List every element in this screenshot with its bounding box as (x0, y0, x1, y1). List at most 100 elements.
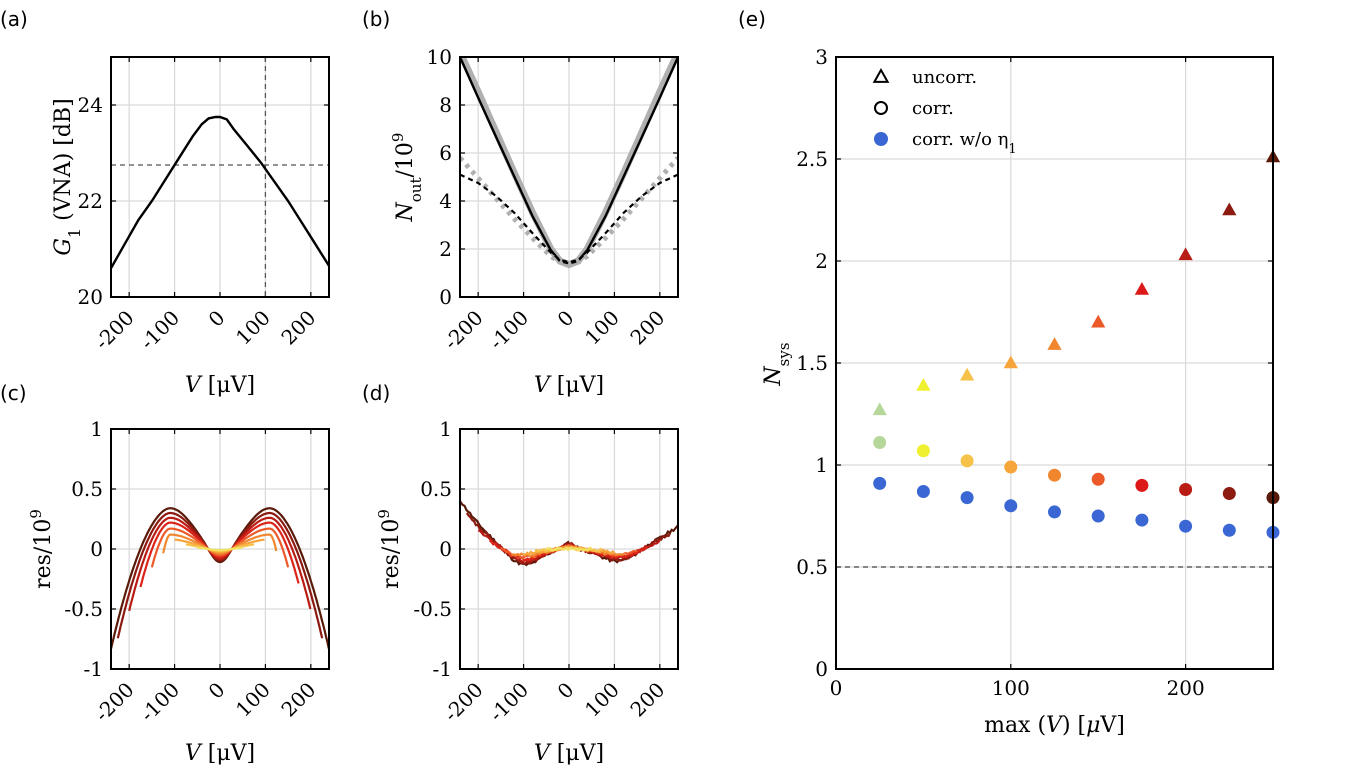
point-corr-wo-eta-5 (1091, 509, 1105, 523)
tick-label-x-d-1: -100 (484, 678, 533, 727)
legend-label-2: corr. w/o η1 (912, 129, 1017, 157)
panel-label-e: (e) (738, 7, 766, 31)
tick-label-x-e-2: 200 (1167, 676, 1205, 700)
axes-box-a (110, 56, 330, 298)
series-line-c-5 (162, 533, 278, 555)
tick-label-x-a-4: 200 (276, 306, 320, 350)
ylabel-sup-c: 9 (27, 509, 45, 519)
tick-label-y-c-4: 1 (90, 417, 103, 441)
point-corr-1 (916, 444, 930, 458)
ylabel-rest-a: (VNA) [dB] (51, 98, 76, 228)
tick-label-y-d-0: -1 (433, 657, 452, 681)
tick-label-y-e-4: 2 (815, 249, 828, 273)
tick-label-x-d-2: 0 (553, 678, 579, 704)
tick-label-x-d-0: -200 (439, 678, 488, 727)
point-uncorr-4 (1047, 337, 1062, 350)
tick-label-x-e-0: 0 (830, 676, 843, 700)
tick-label-y-c-1: -0.5 (64, 597, 103, 621)
tick-label-y-d-2: 0 (439, 537, 452, 561)
ylabel-b: Nout/109 (389, 133, 425, 223)
point-corr-3 (1004, 460, 1018, 474)
xlabel-e-part2: V] (1099, 713, 1124, 738)
series-line-c-4 (150, 527, 290, 568)
panel-d: (d)-200-100 0 100 200-1-0.500.51V [μV]res/1… (362, 381, 679, 766)
tick-label-y-e-0: 0 (815, 657, 828, 681)
tick-label-x-b-0: -200 (439, 306, 488, 355)
point-corr-4 (1048, 468, 1061, 482)
point-corr-wo-eta-4 (1048, 505, 1061, 519)
series-line-a-0 (111, 115, 329, 269)
xlabel-unit-d: [μV] (550, 741, 604, 766)
point-corr-2 (960, 454, 974, 468)
xlabel-e-mu: μ (1086, 713, 1100, 738)
ylabel-sup-b: 9 (389, 133, 407, 143)
xlabel-b: V [μV] (534, 373, 604, 398)
series-line-d-5 (512, 544, 626, 558)
tick-label-y-d-1: -0.5 (413, 597, 452, 621)
xlabel-var-b: V (534, 373, 552, 398)
tick-label-x-c-0: -200 (90, 678, 139, 727)
tick-label-y-e-3: 1.5 (796, 351, 828, 375)
ylabel-sub-a: 1 (65, 228, 84, 238)
point-uncorr-6 (1134, 282, 1150, 295)
point-corr-0 (873, 436, 887, 450)
xlabel-d: V [μV] (534, 741, 604, 766)
point-corr-wo-eta-7 (1179, 519, 1193, 533)
point-corr-5 (1091, 472, 1105, 486)
tick-label-y-b-5: 10 (427, 45, 452, 69)
tick-label-y-d-4: 1 (439, 417, 452, 441)
ylabel-e: Nsys (761, 342, 793, 386)
tick-label-y-a-2: 24 (78, 93, 103, 117)
legend-label-sub-2: 1 (1008, 142, 1016, 157)
series-line-c-0 (111, 507, 329, 654)
point-uncorr-7 (1178, 247, 1193, 261)
point-corr-wo-eta-3 (1004, 499, 1018, 513)
point-corr-8 (1222, 487, 1236, 501)
tick-label-x-a-3: 100 (231, 306, 275, 350)
tick-label-y-b-3: 6 (439, 141, 452, 165)
xlabel-var-a: V (185, 373, 203, 398)
series-line-c-3 (139, 521, 300, 588)
xlabel-unit-a: [μV] (201, 373, 255, 398)
point-uncorr-5 (1091, 314, 1106, 328)
legend-marker-2 (874, 132, 888, 146)
point-uncorr-0 (872, 402, 887, 416)
point-uncorr-2 (959, 367, 975, 381)
legend-label-text-1: corr. (912, 98, 954, 119)
point-corr-7 (1179, 482, 1193, 496)
ylabel-a: G1 (VNA) [dB] (51, 98, 84, 255)
tick-label-y-e-6: 3 (815, 45, 828, 69)
ylabel-d: res/109 (375, 509, 404, 589)
legend-marker-0 (872, 67, 890, 83)
point-corr-wo-eta-0 (873, 476, 887, 490)
tick-label-x-b-2: 0 (553, 306, 579, 332)
tick-label-y-a-1: 22 (78, 189, 103, 213)
legend-label-0: uncorr. (912, 67, 977, 88)
legend-marker-1 (874, 101, 888, 115)
tick-label-x-a-0: -200 (90, 306, 139, 355)
tick-label-x-e-1: 100 (992, 676, 1030, 700)
ylabel-sup-d: 9 (375, 509, 393, 519)
tick-label-x-b-3: 100 (580, 306, 624, 350)
ylabel-var-a: G (51, 238, 76, 256)
axes-box-d (459, 428, 679, 670)
point-corr-wo-eta-2 (960, 491, 974, 505)
point-corr-wo-eta-1 (916, 485, 930, 499)
xlabel-e-part0: max ( (984, 713, 1046, 738)
tick-label-x-c-3: 100 (231, 678, 275, 722)
point-corr-wo-eta-8 (1222, 523, 1236, 537)
legend-label-text-0: uncorr. (912, 67, 977, 88)
xlabel-unit-c: [μV] (201, 741, 255, 766)
tick-label-x-b-1: -100 (484, 306, 533, 355)
series-line-c-6 (174, 538, 265, 554)
tick-label-y-c-0: -1 (84, 657, 103, 681)
panel-label-d: (d) (362, 381, 390, 405)
tick-label-y-c-3: 0.5 (71, 477, 103, 501)
tick-label-x-c-1: -100 (135, 678, 184, 727)
axes-box-b (459, 56, 679, 298)
tick-label-y-a-0: 20 (78, 285, 103, 309)
legend-e: uncorr. corr. corr. w/o η1 (872, 67, 1017, 157)
point-uncorr-1 (916, 377, 931, 391)
